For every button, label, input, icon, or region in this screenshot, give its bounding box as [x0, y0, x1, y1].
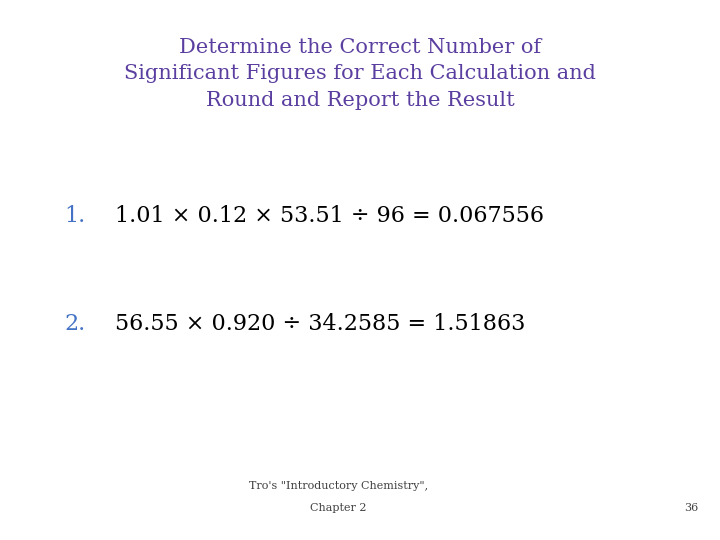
Text: 1.01 × 0.12 × 53.51 ÷ 96 = 0.067556: 1.01 × 0.12 × 53.51 ÷ 96 = 0.067556: [115, 205, 544, 227]
Text: Tro's "Introductory Chemistry",: Tro's "Introductory Chemistry",: [249, 481, 428, 491]
Text: 36: 36: [684, 503, 698, 513]
Text: Chapter 2: Chapter 2: [310, 503, 366, 513]
Text: Determine the Correct Number of
Significant Figures for Each Calculation and
Rou: Determine the Correct Number of Signific…: [124, 38, 596, 110]
Text: 1.: 1.: [65, 205, 86, 227]
Text: 56.55 × 0.920 ÷ 34.2585 = 1.51863: 56.55 × 0.920 ÷ 34.2585 = 1.51863: [115, 313, 526, 335]
Text: 2.: 2.: [65, 313, 86, 335]
